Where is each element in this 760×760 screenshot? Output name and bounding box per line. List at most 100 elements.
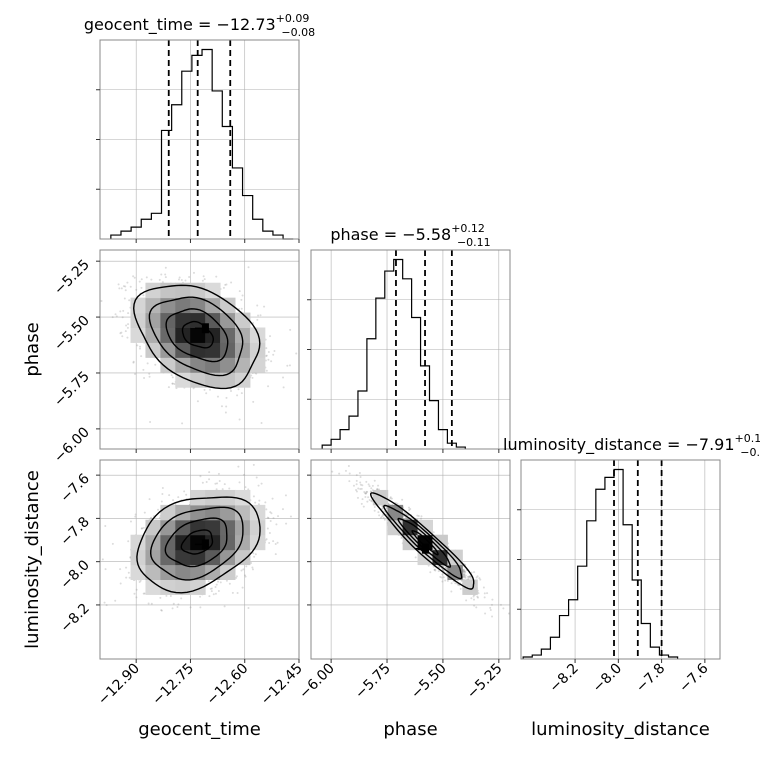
scatter-point	[222, 286, 225, 289]
scatter-point	[427, 564, 430, 567]
scatter-point	[129, 285, 132, 288]
contour-level-3	[136, 496, 261, 594]
scatter-point	[142, 526, 145, 529]
scatter-point	[367, 483, 370, 486]
contour-level-3	[369, 492, 475, 590]
density-cell	[145, 312, 161, 329]
scatter-point	[358, 472, 361, 475]
scatter-point	[172, 499, 175, 502]
scatter-point	[265, 354, 268, 357]
scatter-point	[238, 481, 241, 484]
scatter-point	[468, 575, 471, 578]
x-tick-label-luminosity_distance: −8.2	[547, 661, 582, 696]
scatter-point	[214, 585, 217, 588]
scatter-point	[267, 385, 270, 388]
scatter-point	[370, 499, 373, 502]
density-cell	[205, 549, 221, 566]
hist-panel-phase: phase = −5.58+0.12 −0.11	[307, 222, 511, 453]
scatter-point	[169, 594, 172, 597]
scatter-point	[476, 595, 479, 598]
scatter-point	[240, 307, 243, 310]
scatter-point	[254, 553, 257, 556]
hist-title-geocent_time: geocent_time = −12.73+0.09 −0.08	[84, 12, 315, 39]
scatter-point	[360, 502, 363, 505]
scatter-point	[295, 352, 298, 355]
scatter-point	[479, 578, 482, 581]
scatter-point	[437, 570, 440, 573]
scatter-point	[362, 505, 365, 508]
scatter-point	[407, 514, 410, 517]
scatter-point	[251, 566, 254, 569]
scatter-point	[199, 595, 202, 598]
scatter-point	[252, 552, 255, 555]
scatter-point	[171, 376, 174, 379]
mode-cell	[422, 543, 430, 554]
scatter-point	[159, 596, 162, 599]
scatter-point	[171, 382, 174, 385]
scatter-point	[216, 395, 219, 398]
scatter-point	[288, 364, 291, 367]
scatter-point	[210, 590, 213, 593]
scatter-point	[429, 571, 432, 574]
scatter-point	[138, 347, 141, 350]
scatter-point	[119, 332, 122, 335]
hist-panel-geocent_time: geocent_time = −12.73+0.09 −0.08	[84, 12, 315, 243]
scatter-point	[408, 509, 411, 512]
scatter-point	[119, 310, 122, 313]
scatter-point	[252, 495, 255, 498]
scatter-point	[284, 494, 287, 497]
scatter-point	[139, 579, 142, 582]
scatter-point	[442, 565, 445, 568]
y-axis-label-phase: phase	[22, 322, 43, 376]
x-tick-label-geocent_time: −12.60	[204, 661, 252, 709]
scatter-point	[245, 565, 248, 568]
scatter-point	[242, 473, 245, 476]
scatter-point	[114, 313, 117, 316]
x-axis-label-phase: phase	[383, 719, 437, 740]
density-cell	[205, 519, 221, 536]
scatter-point	[256, 318, 259, 321]
scatter-point	[434, 569, 437, 572]
scatter-point	[252, 463, 255, 466]
scatter-point	[142, 294, 145, 297]
scatter-point	[401, 498, 404, 501]
scatter-point	[260, 422, 263, 425]
scatter-point	[150, 278, 153, 281]
scatter-point	[177, 278, 180, 281]
density-cell	[145, 564, 161, 581]
scatter-point	[178, 276, 181, 279]
scatter-point	[199, 606, 202, 609]
density-cell	[175, 519, 191, 536]
density-cell	[205, 297, 221, 314]
scatter-point	[250, 374, 253, 377]
scatter-point	[115, 315, 118, 318]
scatter-point	[247, 607, 250, 610]
scatter-point	[361, 498, 364, 501]
scatter-point	[180, 597, 183, 600]
scatter-point	[161, 492, 164, 495]
scatter-point	[469, 577, 472, 580]
scatter-point	[208, 388, 211, 391]
scatter-point	[265, 347, 268, 350]
scatter-point	[149, 517, 152, 520]
scatter-point	[228, 582, 231, 585]
scatter-point	[181, 422, 184, 425]
panel-frame	[310, 459, 511, 660]
density-cell	[175, 579, 191, 595]
scatter-point	[344, 469, 347, 472]
scatter-point	[247, 488, 250, 491]
contour-level-2	[383, 504, 463, 580]
density-cell	[249, 342, 266, 358]
scatter-point	[491, 598, 494, 601]
scatter-point	[378, 514, 381, 517]
scatter-point	[462, 570, 465, 573]
title-prefix: geocent_time = −12.73	[84, 15, 276, 35]
scatter-point	[396, 502, 399, 505]
scatter-point	[150, 516, 153, 519]
scatter-point	[441, 580, 444, 583]
scatter-point	[367, 496, 370, 499]
scatter-point	[289, 515, 292, 518]
scatter-point	[265, 538, 268, 541]
scatter-point	[442, 564, 445, 567]
scatter-point	[214, 592, 217, 595]
